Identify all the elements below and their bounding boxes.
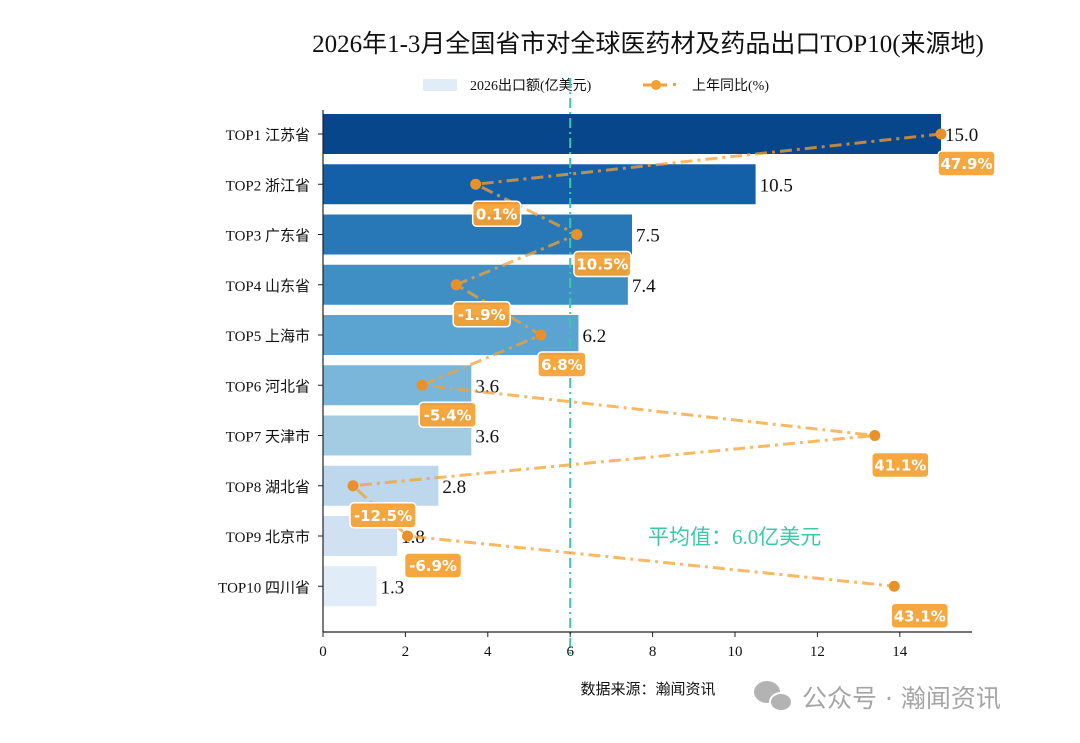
yoy-label-box [890, 602, 950, 629]
source-note: 数据来源：瀚闻资讯 [580, 681, 715, 698]
yoy-label-box [349, 502, 417, 529]
bar-value-label: 6.2 [582, 326, 606, 347]
wechat-icon [754, 681, 793, 712]
yoy-label: -6.9% [409, 557, 457, 575]
category-label: TOP5 上海市 [226, 328, 310, 345]
watermark: 公众号 · 瀚闻资讯 [754, 681, 1001, 713]
yoy-label: 0.1% [476, 205, 518, 223]
x-tick-label: 10 [728, 644, 743, 660]
yoy-label-box [573, 250, 632, 278]
bar-value-label: 3.6 [475, 427, 499, 448]
yoy-label: 10.5% [576, 256, 628, 274]
yoy-label: -12.5% [354, 507, 412, 525]
yoy-label-box [418, 401, 477, 428]
legend-line-label: 上年同比(%) [692, 78, 769, 94]
yoy-marker [535, 329, 547, 341]
category-label: TOP10 四川省 [218, 579, 310, 596]
yoy-label-box [871, 451, 930, 479]
yoy-marker [347, 480, 359, 492]
legend-bar-label: 2026出口额(亿美元) [470, 78, 592, 94]
average-label: 平均值：6.0亿美元 [648, 525, 821, 549]
bar-value-label: 2.8 [442, 477, 466, 498]
category-label: TOP3 广东省 [226, 228, 310, 245]
yoy-marker [450, 279, 462, 291]
yoy-marker [571, 229, 583, 240]
category-label: TOP2 浙江省 [226, 177, 310, 194]
x-tick-label: 14 [892, 644, 908, 660]
x-tick-label: 12 [810, 644, 825, 660]
x-tick-label: 6 [566, 644, 574, 660]
bar-value-label: 15.0 [945, 125, 978, 146]
category-label: TOP4 山东省 [226, 278, 310, 295]
bar [323, 114, 941, 154]
bar [323, 164, 756, 205]
yoy-label: 41.1% [874, 457, 926, 475]
legend-line-dot [673, 83, 676, 86]
yoy-label-box [937, 150, 996, 177]
chart-title: 2026年1-3月全国省市对全球医药材及药品出口TOP10(来源地) [312, 30, 984, 58]
category-label: TOP9 北京市 [226, 529, 310, 546]
legend-line-marker [651, 80, 661, 90]
category-label: TOP6 河北省 [226, 378, 310, 395]
x-tick-label: 2 [402, 644, 410, 660]
x-tick-label: 8 [649, 644, 657, 660]
watermark-text: 公众号 · 瀚闻资讯 [802, 684, 1001, 713]
yoy-marker [888, 580, 900, 592]
yoy-label-box [452, 301, 511, 328]
bar-value-label: 7.4 [632, 276, 656, 297]
yoy-label: -1.9% [458, 306, 506, 324]
yoy-label: 47.9% [940, 155, 992, 173]
yoy-label: 43.1% [894, 607, 946, 625]
bar-value-label: 10.5 [760, 175, 793, 196]
bar-value-label: 1.3 [381, 577, 405, 598]
yoy-label: 6.8% [541, 356, 583, 374]
bar [323, 465, 439, 506]
legend-bar-swatch [423, 79, 457, 91]
legend: 2026出口额(亿美元) 上年同比(%) [423, 78, 769, 94]
yoy-label-box [537, 351, 587, 378]
yoy-label: -5.4% [424, 406, 472, 424]
yoy-marker [869, 430, 881, 441]
yoy-marker [470, 178, 482, 190]
bar-value-label: 3.6 [475, 376, 499, 397]
x-tick-label: 0 [319, 644, 327, 660]
yoy-marker [935, 128, 947, 140]
bar [323, 566, 377, 607]
yoy-label-box [471, 200, 522, 227]
bar [323, 365, 472, 406]
category-label: TOP7 天津市 [226, 429, 310, 446]
yoy-marker [402, 530, 414, 542]
category-label: TOP1 江苏省 [226, 127, 310, 144]
category-label: TOP8 湖北省 [226, 479, 310, 496]
x-tick-label: 4 [484, 644, 492, 660]
yoy-label-box [403, 552, 463, 579]
yoy-marker [416, 379, 428, 391]
bar-value-label: 7.5 [636, 226, 660, 247]
